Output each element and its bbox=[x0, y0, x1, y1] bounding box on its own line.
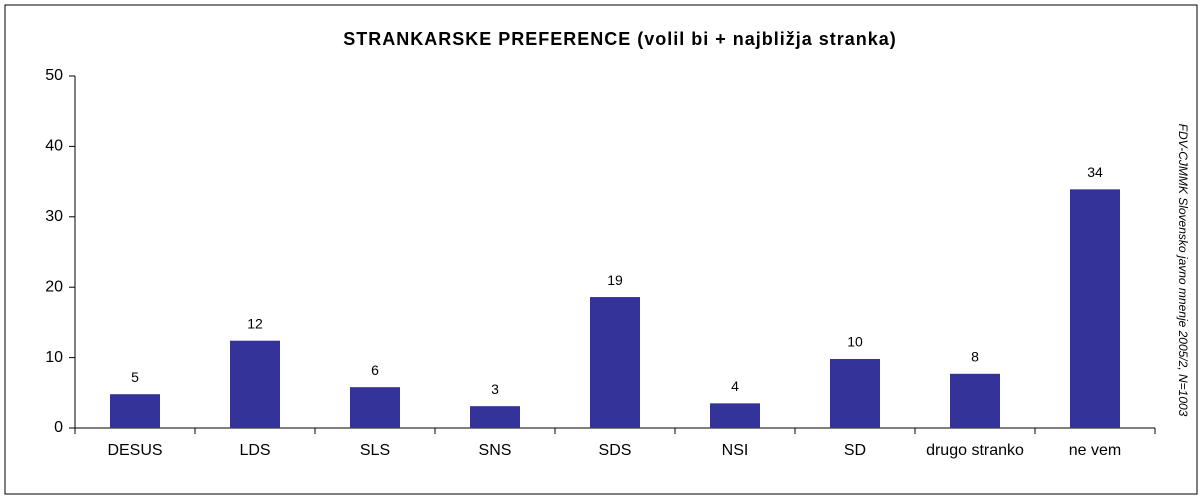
x-tick-label: DESUS bbox=[107, 442, 163, 459]
y-tick-label: 40 bbox=[45, 138, 63, 155]
bar bbox=[470, 406, 520, 428]
x-tick-label: ne vem bbox=[1068, 442, 1122, 459]
y-tick-label: 0 bbox=[54, 419, 63, 436]
data-label: 3 bbox=[491, 381, 499, 397]
x-tick-label: NSI bbox=[721, 442, 749, 459]
bar bbox=[1070, 189, 1120, 428]
data-label: 12 bbox=[247, 315, 263, 331]
bar bbox=[110, 394, 160, 428]
data-label: 6 bbox=[371, 362, 379, 378]
data-label: 4 bbox=[731, 378, 739, 394]
frame bbox=[4, 4, 1198, 495]
bar bbox=[710, 403, 760, 428]
x-tick-label: LDS bbox=[239, 442, 271, 459]
bar bbox=[350, 387, 400, 428]
y-tick-label: 30 bbox=[45, 208, 63, 225]
x-tick-label: SLS bbox=[359, 442, 391, 459]
data-label: 10 bbox=[847, 334, 863, 350]
x-tick-label: SD bbox=[843, 442, 867, 459]
source-note: FDV-CJMMK Slovensko javno mnenje 2005/2,… bbox=[1176, 124, 1190, 417]
bar bbox=[590, 297, 640, 428]
y-tick-label: 10 bbox=[45, 349, 63, 366]
y-tick-label: 20 bbox=[45, 278, 63, 295]
y-tick-label: 50 bbox=[45, 67, 63, 84]
data-label: 34 bbox=[1087, 164, 1103, 180]
bar bbox=[230, 340, 280, 428]
x-tick-label: drugo stranko bbox=[926, 442, 1024, 459]
x-tick-label: SNS bbox=[478, 442, 512, 459]
chart-title: STRANKARSKE PREFERENCE (volil bi + najbl… bbox=[343, 29, 897, 49]
bar bbox=[830, 359, 880, 428]
data-label: 19 bbox=[607, 272, 623, 288]
bar bbox=[950, 373, 1000, 428]
data-label: 8 bbox=[971, 348, 979, 364]
data-label: 5 bbox=[131, 369, 139, 385]
x-tick-label: SDS bbox=[598, 442, 632, 459]
